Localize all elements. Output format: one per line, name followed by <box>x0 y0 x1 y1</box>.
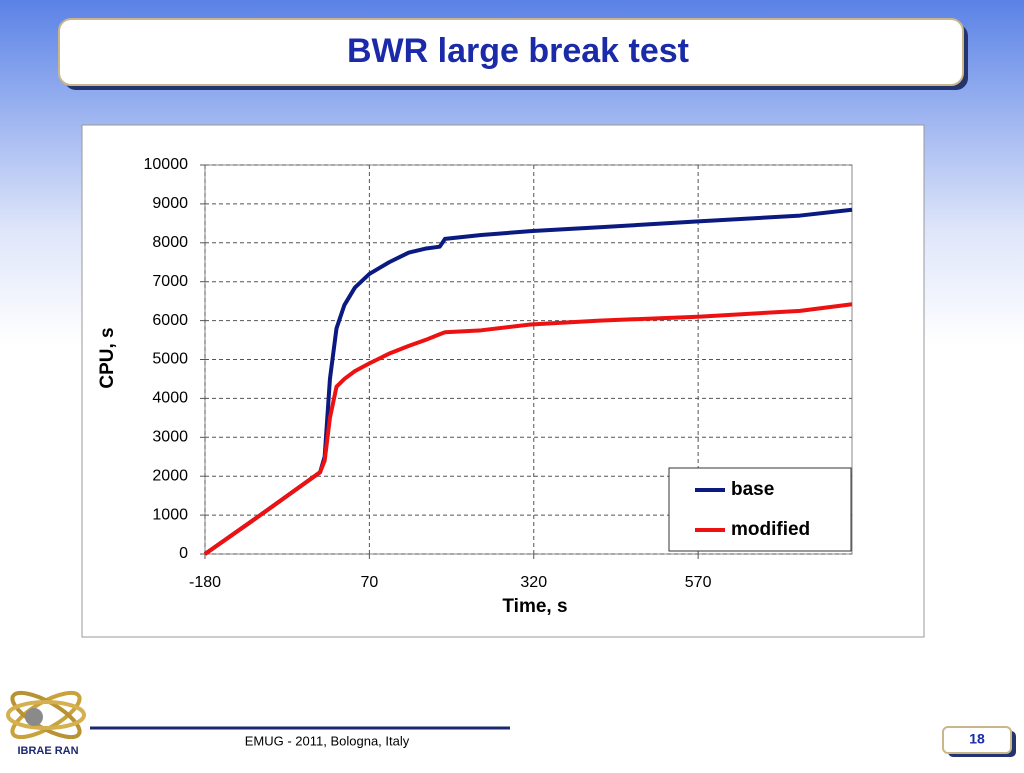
x-tick-label: 570 <box>685 574 712 591</box>
legend-label: modified <box>731 519 810 540</box>
page-number-box <box>942 726 1012 754</box>
logo-text: IBRAE RAN <box>17 745 78 757</box>
x-tick-label: 70 <box>360 574 378 591</box>
y-tick-label: 8000 <box>152 234 188 251</box>
y-axis-title: CPU, s <box>97 327 118 388</box>
plot: 0 1000 2000 3000 4000 5000 6000 7000 8000 9000 100… <box>144 156 853 591</box>
slide-title: BWR large break test <box>347 32 689 70</box>
title-box <box>58 18 964 86</box>
y-tick-label: 2000 <box>152 467 188 484</box>
y-tick-label: 0 <box>179 545 188 562</box>
y-tick-label: 6000 <box>152 312 188 329</box>
y-tick-label: 3000 <box>152 429 188 446</box>
x-tick-label: -180 <box>189 574 221 591</box>
y-tick-label: 4000 <box>152 390 188 407</box>
y-tick-label: 5000 <box>152 351 188 368</box>
x-axis-title: Time, s <box>502 596 567 617</box>
footer-text: EMUG - 2011, Bologna, Italy <box>245 733 410 748</box>
y-tick-label: 7000 <box>152 273 188 290</box>
page-number: 18 <box>969 731 985 747</box>
legend-box <box>668 467 852 552</box>
y-tick-label: 10000 <box>144 156 189 173</box>
y-tick-label: 9000 <box>152 195 188 212</box>
legend-label: base <box>731 479 774 500</box>
x-tick-label: 320 <box>520 574 547 591</box>
series-line <box>203 302 853 556</box>
logo <box>6 690 86 740</box>
y-tick-label: 1000 <box>152 506 188 523</box>
